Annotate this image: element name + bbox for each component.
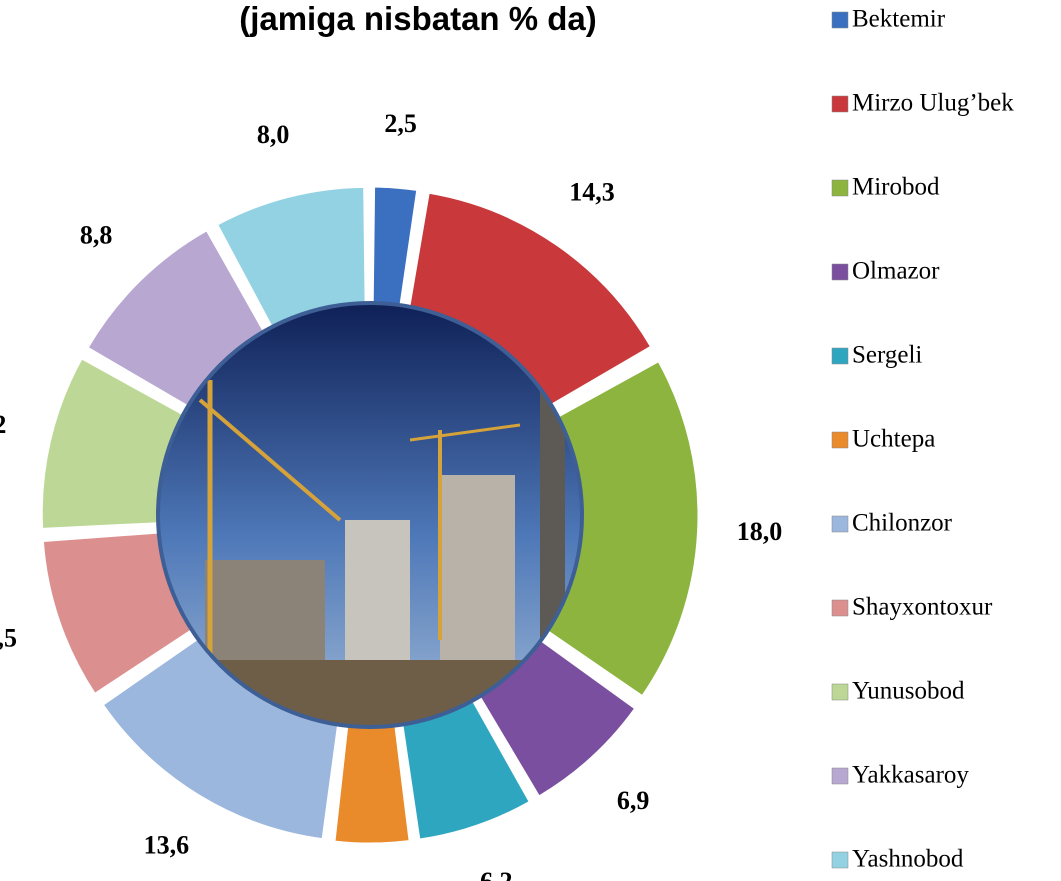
data-label: 9,2 bbox=[0, 410, 6, 439]
data-label: 8,0 bbox=[257, 120, 290, 149]
legend-swatch bbox=[831, 95, 849, 113]
legend-label: Sergeli bbox=[852, 342, 922, 369]
legend-swatch bbox=[831, 179, 849, 197]
legend-swatch bbox=[831, 515, 849, 533]
legend-label: Mirobod bbox=[852, 174, 940, 201]
data-label: 13,6 bbox=[144, 831, 190, 860]
data-label: 18,0 bbox=[737, 517, 783, 546]
legend-swatch bbox=[831, 263, 849, 281]
legend-swatch bbox=[831, 851, 849, 869]
chart-title: (jamiga nisbatan % da) bbox=[239, 0, 597, 37]
data-label: 8,8 bbox=[80, 220, 113, 249]
legend-label: Shayxontoxur bbox=[852, 594, 993, 621]
legend-swatch bbox=[831, 767, 849, 785]
legend-swatch bbox=[831, 599, 849, 617]
data-label: 14,3 bbox=[569, 177, 615, 206]
legend-label: Yashnobod bbox=[852, 846, 964, 873]
legend-label: Bektemir bbox=[852, 6, 946, 33]
legend-swatch bbox=[831, 11, 849, 29]
data-label: 6,9 bbox=[617, 786, 650, 815]
legend-swatch bbox=[831, 347, 849, 365]
data-label: 6,2 bbox=[480, 867, 513, 881]
legend: Bektemir Mirzo Ulug’bek Mirobod Olmazor Serg… bbox=[831, 6, 1014, 873]
slice bbox=[334, 722, 410, 844]
data-label: 2,5 bbox=[384, 109, 417, 138]
legend-swatch bbox=[831, 431, 849, 449]
legend-label: Yakkasaroy bbox=[852, 762, 969, 789]
legend-label: Chilonzor bbox=[852, 510, 953, 537]
legend-swatch bbox=[831, 683, 849, 701]
legend-label: Mirzo Ulug’bek bbox=[852, 90, 1014, 117]
photo-border bbox=[156, 301, 584, 729]
legend-label: Yunusobod bbox=[852, 678, 965, 705]
slice bbox=[372, 186, 418, 308]
legend-label: Olmazor bbox=[852, 258, 940, 285]
legend-label: Uchtepa bbox=[852, 426, 935, 453]
data-label: 8,5 bbox=[0, 624, 17, 653]
